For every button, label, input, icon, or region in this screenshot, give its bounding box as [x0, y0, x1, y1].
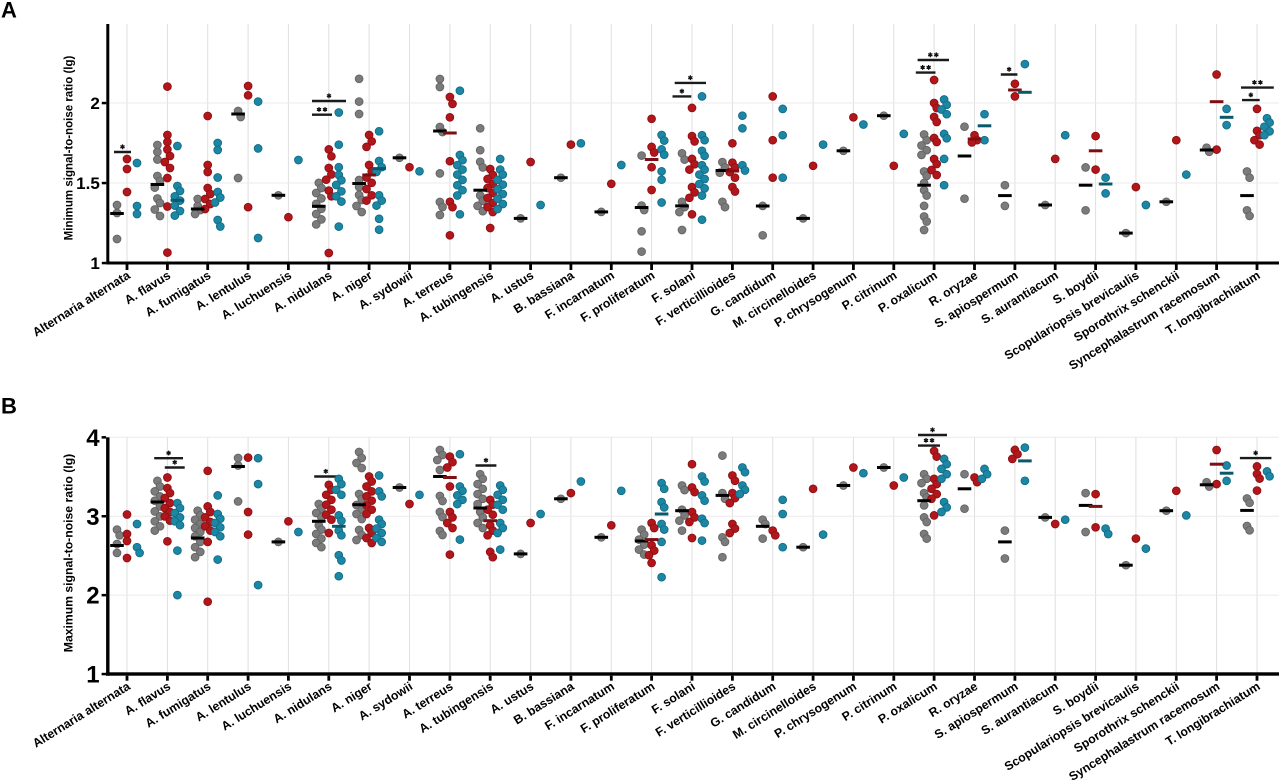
svg-text:A: A	[1, 0, 17, 23]
svg-text:1.5: 1.5	[76, 174, 100, 193]
svg-text:4: 4	[86, 425, 100, 452]
svg-text:Maximum signal-to-noise ratio: Maximum signal-to-noise ratio (lg)	[62, 454, 76, 652]
svg-text:1: 1	[86, 662, 99, 689]
svg-text:3: 3	[86, 504, 99, 531]
svg-text:2: 2	[86, 583, 99, 610]
svg-text:Minimum signal-to-noise ratio: Minimum signal-to-noise ratio (lg)	[64, 56, 76, 241]
svg-text:2: 2	[90, 94, 99, 113]
svg-text:1: 1	[90, 254, 99, 273]
svg-text:B: B	[1, 394, 17, 419]
